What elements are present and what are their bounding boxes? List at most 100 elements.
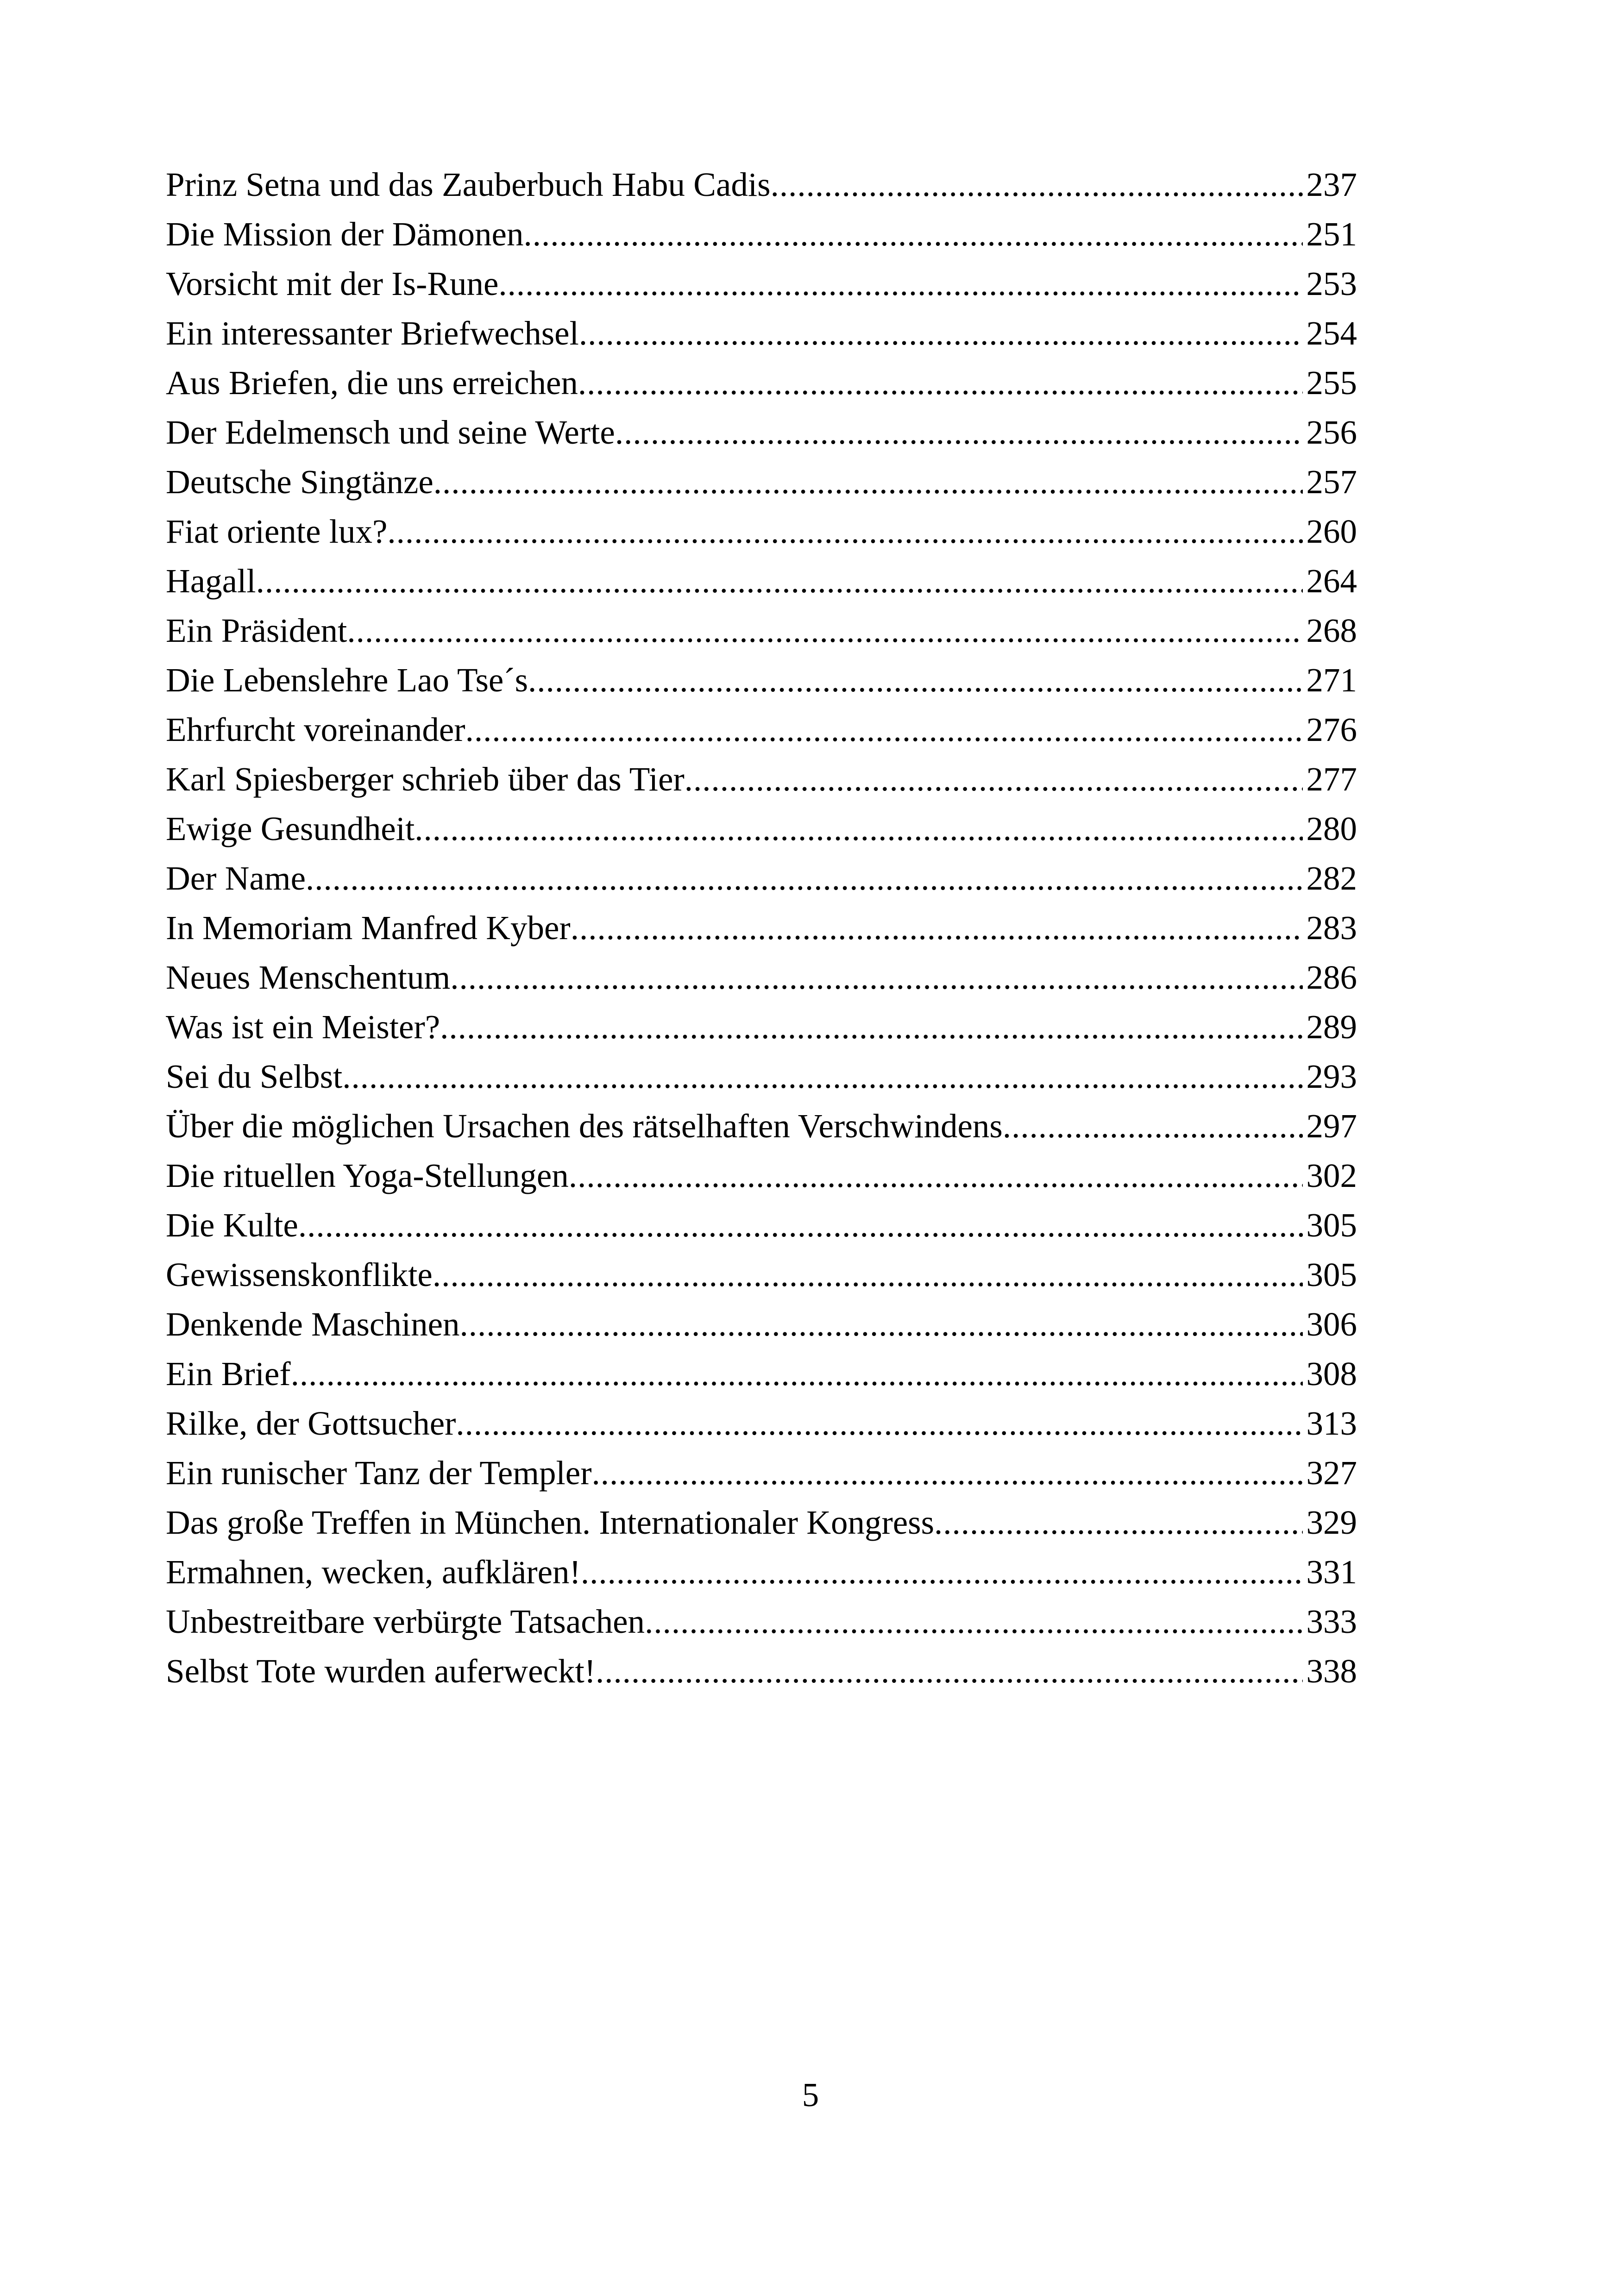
dot-leader xyxy=(615,408,1303,457)
toc-entry-row: Die Kulte 305 xyxy=(166,1200,1357,1250)
toc-entry-row: Die Lebenslehre Lao Tse´s 271 xyxy=(166,655,1357,705)
toc-entry-page: 331 xyxy=(1306,1553,1357,1591)
toc-entry-page: 277 xyxy=(1306,760,1357,798)
dot-leader xyxy=(685,754,1303,804)
toc-entry-title: Vorsicht mit der Is-Rune xyxy=(166,265,499,302)
toc-entry-row: Fiat oriente lux? 260 xyxy=(166,507,1357,556)
toc-entry-row: Ein runischer Tanz der Templer 327 xyxy=(166,1448,1357,1498)
toc-entry-title: Ein Präsident xyxy=(166,612,347,649)
toc-entry-row: Denkende Maschinen 306 xyxy=(166,1299,1357,1349)
toc-entry-title: Denkende Maschinen xyxy=(166,1305,460,1343)
dot-leader xyxy=(459,1299,1302,1349)
toc-entry-title: Der Edelmensch und seine Werte xyxy=(166,414,615,451)
toc-entry-title: Ehrfurcht voreinander xyxy=(166,711,465,748)
dot-leader xyxy=(592,1448,1303,1498)
dot-leader xyxy=(498,259,1302,308)
toc-entry-title: Karl Spiesberger schrieb über das Tier xyxy=(166,760,685,798)
toc-entry-title: Aus Briefen, die uns erreichen xyxy=(166,364,578,401)
toc-entry-page: 333 xyxy=(1306,1603,1357,1640)
dot-leader xyxy=(298,1200,1303,1250)
toc-entry-page: 338 xyxy=(1306,1652,1357,1690)
dot-leader xyxy=(415,804,1302,853)
toc-entry-page: 293 xyxy=(1306,1058,1357,1095)
toc-entry-row: Das große Treffen in München. Internatio… xyxy=(166,1498,1357,1547)
toc-entry-title: Prinz Setna und das Zauberbuch Habu Cadi… xyxy=(166,166,771,203)
toc-entry-row: Gewissenskonflikte 305 xyxy=(166,1250,1357,1299)
toc-entry-page: 306 xyxy=(1306,1305,1357,1343)
toc-entry-page: 302 xyxy=(1306,1157,1357,1194)
toc-entry-page: 251 xyxy=(1306,215,1357,253)
dot-leader xyxy=(578,358,1303,408)
dot-leader xyxy=(256,556,1303,606)
dot-leader xyxy=(456,1399,1302,1448)
toc-entry-row: Ein Brief 308 xyxy=(166,1349,1357,1399)
toc-entry-row: Die Mission der Dämonen 251 xyxy=(166,209,1357,259)
toc-entry-page: 256 xyxy=(1306,414,1357,451)
toc-entry-row: Was ist ein Meister? 289 xyxy=(166,1002,1357,1052)
toc-entry-title: Rilke, der Gottsucher xyxy=(166,1405,456,1442)
toc-entry-title: Hagall xyxy=(166,562,256,600)
toc-entry-title: Der Name xyxy=(166,859,306,897)
toc-entry-page: 329 xyxy=(1306,1504,1357,1541)
toc-entry-title: Fiat oriente lux? xyxy=(166,513,388,550)
toc-entry-page: 289 xyxy=(1306,1008,1357,1046)
toc-entry-row: Sei du Selbst 293 xyxy=(166,1052,1357,1101)
toc-entry-page: 276 xyxy=(1306,711,1357,748)
toc-entry-title: Die Lebenslehre Lao Tse´s xyxy=(166,661,528,699)
toc-entry-title: Neues Menschentum xyxy=(166,959,451,996)
toc-entry-page: 305 xyxy=(1306,1206,1357,1244)
toc-entry-row: Ein interessanter Briefwechsel 254 xyxy=(166,308,1357,358)
dot-leader xyxy=(342,1052,1302,1101)
toc-entry-row: Ewige Gesundheit 280 xyxy=(166,804,1357,853)
dot-leader xyxy=(528,655,1302,705)
dot-leader xyxy=(433,1250,1303,1299)
dot-leader xyxy=(465,705,1303,754)
dot-leader xyxy=(934,1498,1302,1547)
toc-entry-page: 268 xyxy=(1306,612,1357,649)
toc-entry-row: Der Name 282 xyxy=(166,853,1357,903)
dot-leader xyxy=(347,606,1302,655)
toc-entry-title: In Memoriam Manfred Kyber xyxy=(166,909,571,947)
toc-entry-page: 253 xyxy=(1306,265,1357,302)
toc-entry-title: Ein runischer Tanz der Templer xyxy=(166,1454,592,1492)
toc-entry-title: Das große Treffen in München. Internatio… xyxy=(166,1504,935,1541)
page-number: 5 xyxy=(802,2076,819,2114)
toc-entry-row: Rilke, der Gottsucher 313 xyxy=(166,1399,1357,1448)
toc-entry-row: Unbestreitbare verbürgte Tatsachen 333 xyxy=(166,1597,1357,1646)
toc-entry-title: Die Kulte xyxy=(166,1206,298,1244)
toc-entry-title: Was ist ein Meister? xyxy=(166,1008,440,1046)
toc-entry-page: 308 xyxy=(1306,1355,1357,1393)
toc-entry-page: 255 xyxy=(1306,364,1357,401)
toc-entry-title: Ermahnen, wecken, aufklären! xyxy=(166,1553,581,1591)
toc-entry-title: Ein Brief xyxy=(166,1355,291,1393)
toc-entry-row: Hagall 264 xyxy=(166,556,1357,606)
toc-entry-page: 283 xyxy=(1306,909,1357,947)
toc-entry-page: 280 xyxy=(1306,810,1357,847)
toc-entry-row: Neues Menschentum 286 xyxy=(166,953,1357,1002)
toc-entry-page: 260 xyxy=(1306,513,1357,550)
dot-leader xyxy=(581,1547,1303,1597)
toc-entry-row: Die rituellen Yoga-Stellungen 302 xyxy=(166,1151,1357,1200)
toc-entry-title: Unbestreitbare verbürgte Tatsachen xyxy=(166,1603,645,1640)
toc-entry-row: Deutsche Singtänze 257 xyxy=(166,457,1357,507)
dot-leader xyxy=(571,903,1303,953)
dot-leader xyxy=(579,308,1303,358)
toc-entry-row: Der Edelmensch und seine Werte 256 xyxy=(166,408,1357,457)
toc-entry-page: 286 xyxy=(1306,959,1357,996)
toc-entry-row: Über die möglichen Ursachen des rätselha… xyxy=(166,1101,1357,1151)
toc-entry-row: In Memoriam Manfred Kyber 283 xyxy=(166,903,1357,953)
toc-entry-page: 254 xyxy=(1306,314,1357,352)
dot-leader xyxy=(434,457,1303,507)
toc-list: Prinz Setna und das Zauberbuch Habu Cadi… xyxy=(166,160,1357,1696)
toc-entry-title: Selbst Tote wurden auferweckt! xyxy=(166,1652,596,1690)
toc-entry-page: 264 xyxy=(1306,562,1357,600)
toc-entry-title: Sei du Selbst xyxy=(166,1058,343,1095)
toc-entry-row: Karl Spiesberger schrieb über das Tier 2… xyxy=(166,754,1357,804)
toc-entry-page: 327 xyxy=(1306,1454,1357,1492)
toc-entry-title: Deutsche Singtänze xyxy=(166,463,434,501)
toc-entry-row: Aus Briefen, die uns erreichen 255 xyxy=(166,358,1357,408)
dot-leader xyxy=(523,209,1302,259)
toc-entry-title: Ewige Gesundheit xyxy=(166,810,415,847)
dot-leader xyxy=(291,1349,1303,1399)
